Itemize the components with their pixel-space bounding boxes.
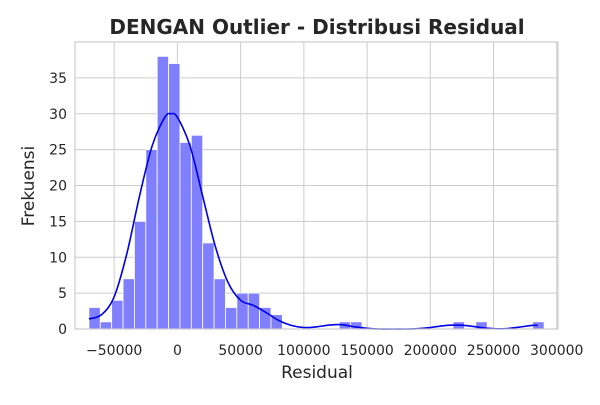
- histogram-bar: [145, 149, 158, 330]
- histogram-bar: [156, 55, 169, 330]
- x-tick-labels: −50000 0 50000 100000 150000 200000 250000 3000…: [86, 343, 583, 359]
- histogram-bar: [122, 278, 135, 330]
- kde-curve: [88, 112, 538, 330]
- histogram-bar: [259, 307, 272, 330]
- histogram-bar: [213, 278, 226, 330]
- histogram-bar: [111, 299, 124, 330]
- histogram-bar: [202, 242, 215, 330]
- plot-frame: [74, 41, 559, 330]
- histogram-bar: [247, 292, 261, 330]
- histogram-bar: [99, 321, 113, 330]
- x-tick-label: 250000: [467, 343, 520, 359]
- y-tick-label: 10: [49, 250, 67, 266]
- x-tick-label: 300000: [530, 343, 583, 359]
- bars-layer: [88, 55, 545, 330]
- histogram-bar: [168, 63, 181, 330]
- histogram-bar: [190, 134, 204, 330]
- kde-layer: [88, 112, 538, 330]
- x-tick-label: 0: [173, 343, 182, 359]
- y-tick-label: 20: [49, 179, 67, 195]
- y-tick-label: 0: [58, 322, 67, 338]
- chart-title: DENGAN Outlier - Distribusi Residual: [109, 15, 524, 39]
- y-tick-label: 5: [58, 286, 67, 302]
- x-tick-label: −50000: [86, 343, 142, 359]
- histogram-bar: [134, 220, 147, 330]
- histogram-bar: [225, 307, 238, 330]
- x-tick-label: 100000: [277, 343, 330, 359]
- x-tick-label: 150000: [340, 343, 393, 359]
- y-tick-label: 35: [49, 71, 67, 87]
- y-tick-label: 25: [49, 143, 67, 159]
- x-tick-label: 200000: [404, 343, 457, 359]
- y-axis-label: Frekuensi: [19, 146, 39, 227]
- y-tick-label: 15: [49, 214, 67, 230]
- x-axis-label: Residual: [281, 363, 353, 383]
- y-tick-label: 30: [49, 107, 67, 123]
- x-tick-label: 50000: [218, 343, 263, 359]
- histogram-bar: [179, 142, 192, 330]
- y-tick-labels: 0 5 10 15 20 25 30 35: [49, 71, 67, 338]
